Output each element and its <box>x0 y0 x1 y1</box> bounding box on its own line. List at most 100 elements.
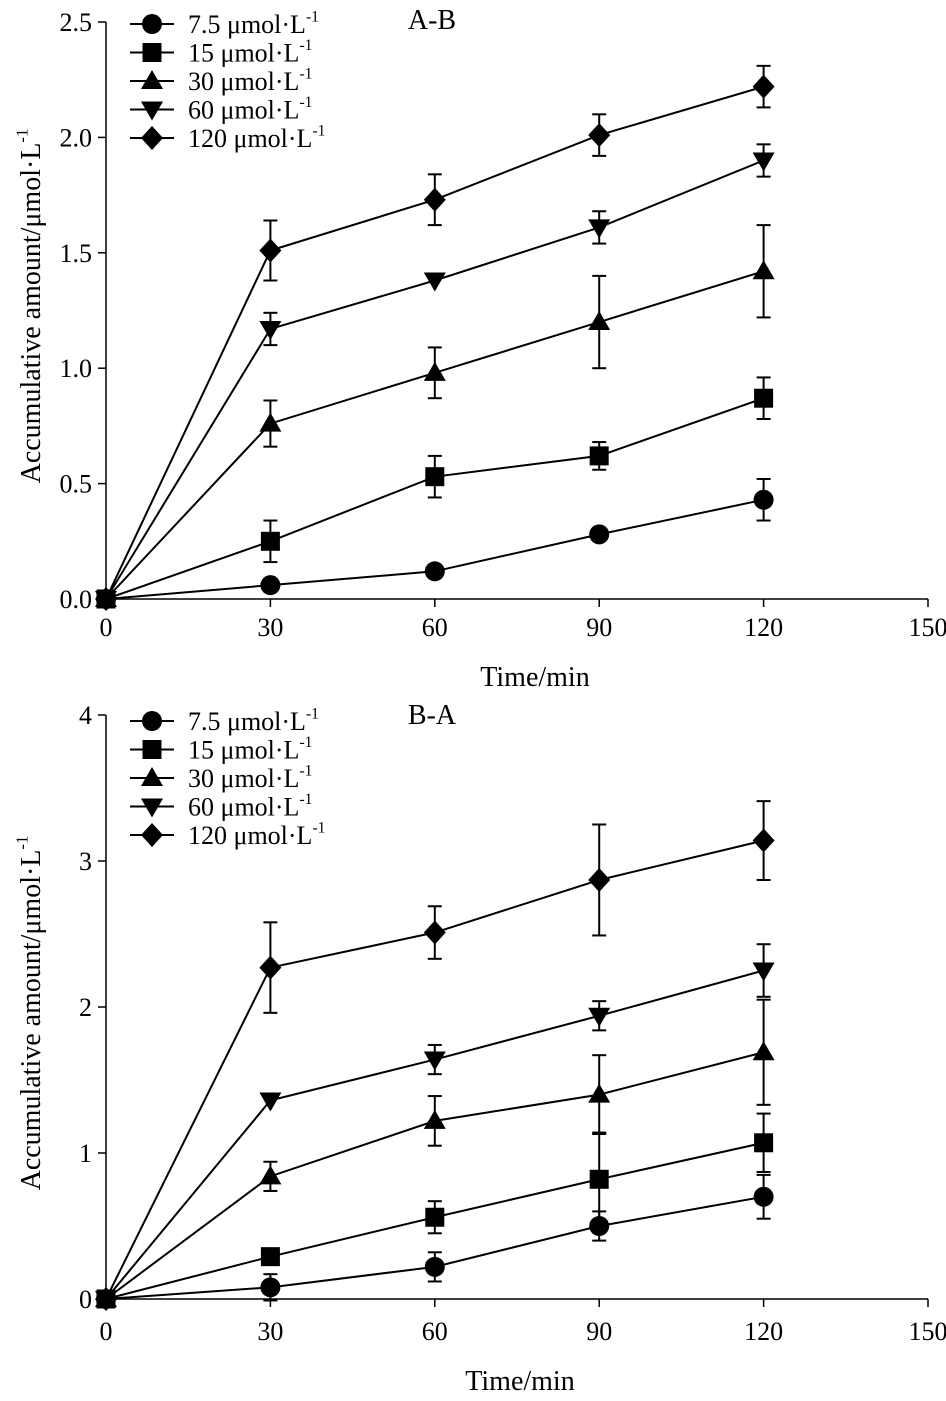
legend-marker <box>141 823 163 847</box>
x-tick-label: 30 <box>257 1317 283 1346</box>
y-tick-label: 0 <box>79 1285 92 1314</box>
legend-marker <box>142 740 162 759</box>
series-circle <box>96 1173 774 1309</box>
data-point <box>589 446 609 466</box>
data-point <box>95 1287 117 1311</box>
data-point <box>259 320 282 340</box>
data-point <box>752 152 775 172</box>
data-point <box>423 1109 446 1129</box>
x-tick-label: 30 <box>257 613 283 642</box>
x-tick-label: 120 <box>744 613 783 642</box>
data-point <box>95 587 117 611</box>
x-tick-label: 0 <box>100 613 113 642</box>
data-point <box>259 955 282 980</box>
x-tick-label: 0 <box>100 1317 113 1346</box>
data-point <box>752 828 775 853</box>
data-point <box>424 1256 445 1277</box>
data-point <box>752 260 775 280</box>
data-point <box>753 489 774 510</box>
legend-label: 30 μmol·L-1 <box>188 762 312 793</box>
data-point <box>752 74 775 99</box>
y-tick-label: 4 <box>79 701 92 730</box>
legend-marker <box>141 126 163 150</box>
legend-label: 60 μmol·L-1 <box>188 94 312 125</box>
legend-marker <box>142 711 162 731</box>
panel-title: B-A <box>408 700 457 731</box>
data-point <box>425 467 445 487</box>
data-point <box>260 531 280 551</box>
x-tick-label: 150 <box>909 613 946 642</box>
y-tick-label: 0.0 <box>60 585 93 614</box>
legend-item: 120 μmol·L-1 <box>130 819 325 850</box>
y-tick-label: 2 <box>79 993 92 1022</box>
legend-item: 7.5 μmol·L-1 <box>130 705 319 736</box>
legend-label: 120 μmol·L-1 <box>188 819 325 850</box>
legend-label: 7.5 μmol·L-1 <box>188 705 319 736</box>
y-tick-label: 2.0 <box>60 123 93 152</box>
y-tick-label: 2.5 <box>60 8 93 37</box>
series-line <box>105 85 764 600</box>
data-point <box>423 187 446 212</box>
x-tick-label: 150 <box>909 1317 946 1346</box>
data-point <box>259 1165 282 1185</box>
legend-item: 60 μmol·L-1 <box>130 94 312 125</box>
legend-item: 30 μmol·L-1 <box>130 762 312 793</box>
series-square <box>96 1112 774 1309</box>
legend-label: 120 μmol·L-1 <box>188 122 325 153</box>
y-tick-label: 1 <box>79 1139 92 1168</box>
y-tick-label: 0.5 <box>60 470 93 499</box>
data-point <box>260 1247 280 1267</box>
data-point <box>754 1133 774 1153</box>
legend-label: 7.5 μmol·L-1 <box>188 8 319 39</box>
legend-item: 15 μmol·L-1 <box>130 37 312 68</box>
data-point <box>588 1007 611 1027</box>
series-diamond <box>95 64 775 611</box>
x-tick-label: 60 <box>422 613 448 642</box>
data-point <box>423 920 446 945</box>
series-line <box>105 498 764 600</box>
legend-label: 15 μmol·L-1 <box>188 734 312 765</box>
data-point <box>423 1051 446 1071</box>
chart-panel-a-b: 0.0 0.5 1.0 1.5 2.0 2.5 0 30 60 90 120 150 Time/min A… <box>12 5 946 693</box>
data-point <box>754 388 774 408</box>
legend-item: 30 μmol·L-1 <box>130 65 312 96</box>
data-point <box>423 361 446 381</box>
y-axis-label: Accumulative amount/μmol·L-1 <box>12 129 47 484</box>
chart-panel-b-a: 0 1 2 3 4 0 30 60 90 120 150 Time/min Accumulative a… <box>12 700 946 1397</box>
x-tick-label: 60 <box>422 1317 448 1346</box>
x-axis-label: Time/min <box>465 1366 574 1397</box>
data-point <box>588 311 611 331</box>
data-point <box>588 1083 611 1103</box>
legend-marker <box>141 101 163 121</box>
data-point <box>259 1092 282 1112</box>
data-point <box>752 962 775 982</box>
legend-item: 15 μmol·L-1 <box>130 734 312 765</box>
legend-marker <box>141 767 163 786</box>
series-circle <box>96 477 774 609</box>
data-point <box>423 272 446 292</box>
series-triangle-up <box>95 224 775 607</box>
y-tick-label: 1.5 <box>60 239 93 268</box>
x-tick-label: 120 <box>744 1317 783 1346</box>
legend-item: 120 μmol·L-1 <box>130 122 325 153</box>
legend-item: 60 μmol·L-1 <box>130 791 312 822</box>
data-point <box>588 867 611 892</box>
x-tick-label: 90 <box>586 613 612 642</box>
y-tick-label: 1.0 <box>60 354 93 383</box>
y-tick-label: 3 <box>79 847 92 876</box>
data-point <box>260 1277 281 1298</box>
data-point <box>588 219 611 239</box>
x-axis-label: Time/min <box>480 662 589 693</box>
y-axis-label: Accumulative amount/μmol·L-1 <box>12 836 47 1191</box>
legend-marker <box>142 14 162 34</box>
legend-item: 7.5 μmol·L-1 <box>130 8 319 39</box>
x-tick-label: 90 <box>586 1317 612 1346</box>
data-point <box>588 123 611 148</box>
data-point <box>589 1169 609 1189</box>
panel-title: A-B <box>408 5 456 36</box>
legend-marker <box>141 798 163 818</box>
legend-label: 15 μmol·L-1 <box>188 37 312 68</box>
legend-marker <box>141 70 163 89</box>
data-point <box>753 1186 774 1207</box>
